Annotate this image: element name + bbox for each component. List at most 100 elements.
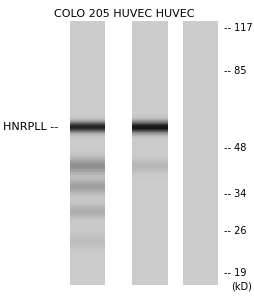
Bar <box>70 237 105 238</box>
Bar <box>70 193 105 194</box>
Bar <box>70 257 105 258</box>
Bar <box>70 126 105 127</box>
Text: -- 34: -- 34 <box>224 190 246 200</box>
Bar <box>132 116 168 117</box>
Bar <box>70 136 105 137</box>
Bar <box>132 125 168 126</box>
Bar <box>70 156 105 157</box>
Bar <box>70 230 105 231</box>
Bar <box>70 183 105 184</box>
Bar <box>132 139 168 140</box>
Bar <box>70 125 105 126</box>
Bar <box>70 211 105 212</box>
Bar <box>132 160 168 161</box>
Bar <box>132 138 168 139</box>
Bar <box>70 241 105 242</box>
Bar <box>70 198 105 199</box>
Bar <box>132 114 168 115</box>
Bar <box>70 132 105 133</box>
Bar <box>70 133 105 134</box>
Bar <box>70 168 105 169</box>
Bar <box>132 154 168 155</box>
Bar <box>132 183 168 184</box>
Bar <box>70 256 105 257</box>
Bar <box>70 176 105 177</box>
Bar <box>70 222 105 223</box>
Bar <box>70 147 105 148</box>
Bar <box>70 153 105 154</box>
Bar <box>70 151 105 152</box>
Bar <box>70 243 105 244</box>
Bar <box>70 182 105 183</box>
Bar <box>70 150 105 151</box>
Bar <box>70 180 105 181</box>
Bar <box>70 205 105 206</box>
Bar <box>70 124 105 125</box>
Bar <box>132 137 168 138</box>
Bar <box>70 174 105 175</box>
Bar <box>70 226 105 227</box>
Bar <box>70 120 105 121</box>
Bar <box>70 169 105 170</box>
Bar <box>70 201 105 202</box>
Bar <box>70 242 105 243</box>
Bar <box>70 176 105 177</box>
Bar <box>70 206 105 207</box>
Bar <box>70 184 105 185</box>
Bar <box>132 174 168 175</box>
Bar <box>183 21 218 285</box>
Bar <box>70 178 105 179</box>
Bar <box>70 155 105 156</box>
Bar <box>132 147 168 148</box>
Bar <box>132 171 168 172</box>
Bar <box>70 258 105 259</box>
Bar <box>132 157 168 158</box>
Bar <box>70 263 105 264</box>
Bar <box>70 232 105 233</box>
Bar <box>70 135 105 136</box>
Bar <box>70 246 105 247</box>
Bar <box>70 224 105 225</box>
Bar <box>132 129 168 130</box>
Bar <box>70 177 105 178</box>
Text: HNRPLL --: HNRPLL -- <box>3 122 58 132</box>
Bar <box>70 186 105 187</box>
Bar <box>70 229 105 230</box>
Bar <box>70 180 105 181</box>
Bar <box>132 118 168 119</box>
Bar <box>70 203 105 204</box>
Bar <box>70 159 105 160</box>
Bar <box>70 167 105 168</box>
Bar <box>70 115 105 116</box>
Bar <box>70 190 105 191</box>
Text: -- 48: -- 48 <box>224 143 246 153</box>
Bar <box>70 169 105 170</box>
Bar <box>70 221 105 222</box>
Bar <box>70 202 105 203</box>
Bar <box>70 200 105 201</box>
Bar <box>132 164 168 165</box>
Bar <box>70 207 105 208</box>
Bar <box>70 131 105 132</box>
Bar <box>70 203 105 204</box>
Bar <box>70 251 105 252</box>
Bar <box>70 225 105 226</box>
Bar <box>132 121 168 122</box>
Bar <box>132 119 168 120</box>
Bar <box>70 161 105 162</box>
Bar <box>70 162 105 163</box>
Bar <box>70 204 105 205</box>
Bar <box>70 192 105 193</box>
Bar <box>132 140 168 141</box>
Bar <box>70 118 105 119</box>
Bar <box>70 148 105 149</box>
Bar <box>132 163 168 164</box>
Bar <box>70 185 105 186</box>
Bar <box>132 120 168 121</box>
Bar <box>132 131 168 132</box>
Bar <box>132 112 168 113</box>
Bar <box>70 186 105 187</box>
Bar <box>70 213 105 214</box>
Bar <box>132 162 168 163</box>
Bar <box>132 169 168 170</box>
